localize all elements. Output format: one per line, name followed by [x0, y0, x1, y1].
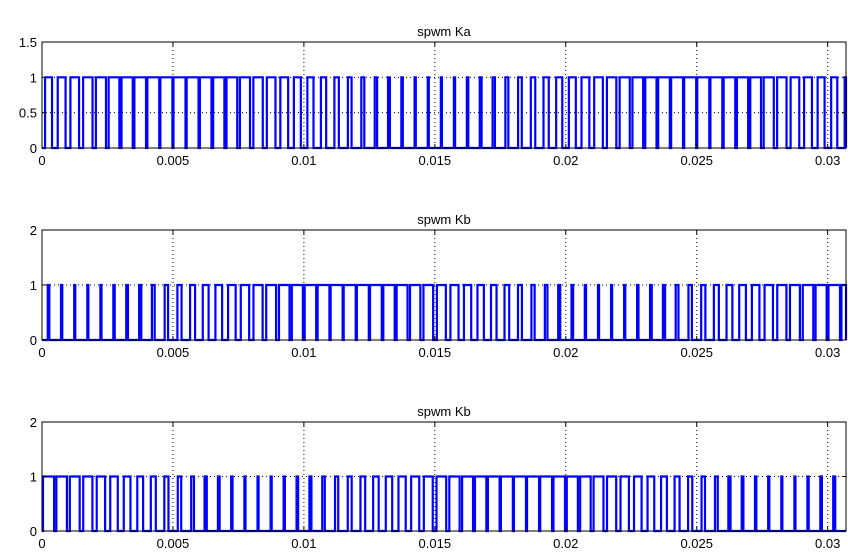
x-tick-label: 0	[38, 153, 45, 168]
y-tick-label: 1	[30, 278, 37, 293]
x-tick-label: 0.015	[419, 345, 452, 360]
x-tick-label: 0.02	[553, 536, 578, 551]
y-tick-label: 1	[30, 470, 37, 485]
x-tick-label: 0.01	[291, 153, 316, 168]
x-tick-label: 0.005	[157, 153, 190, 168]
chart-title: spwm Kb	[417, 404, 470, 419]
y-tick-label: 1.5	[19, 35, 37, 50]
x-tick-label: 0.03	[815, 345, 840, 360]
chart-title: spwm Kb	[417, 212, 470, 227]
y-tick-label: 0	[30, 333, 37, 348]
y-tick-label: 0	[30, 141, 37, 156]
axes-box	[41, 41, 847, 149]
y-tick-label: 2	[30, 223, 37, 238]
x-tick-label: 0.01	[291, 536, 316, 551]
y-tick-label: 0	[30, 524, 37, 539]
x-tick-label: 0.025	[680, 153, 713, 168]
x-tick-label: 0.03	[815, 153, 840, 168]
y-tick-label: 2	[30, 415, 37, 430]
x-tick-label: 0.02	[553, 345, 578, 360]
chart-title: spwm Ka	[417, 24, 471, 39]
x-tick-label: 0	[38, 345, 45, 360]
subplot-1: 0 0.005 0.01 0.015 0.02 0.025 0.03 0 0.5 1 1.5 spwm…	[19, 24, 848, 168]
x-tick-label: 0.01	[291, 345, 316, 360]
subplot-2: 0 0.005 0.01 0.015 0.02 0.025 0.03 0 1 2 spwm Kb	[30, 212, 848, 360]
x-tick-label: 0.005	[157, 536, 190, 551]
subplot-3: 0 0.005 0.01 0.015 0.02 0.025 0.03 0 1 2 spwm Kb	[30, 404, 847, 551]
x-tick-label: 0.025	[680, 345, 713, 360]
x-tick-label: 0.005	[157, 345, 190, 360]
x-tick-label: 0.015	[419, 153, 452, 168]
x-tick-label: 0.025	[680, 536, 713, 551]
x-tick-label: 0.02	[553, 153, 578, 168]
axes-frame	[41, 41, 847, 149]
x-tick-label: 0.03	[815, 536, 840, 551]
x-tick-label: 0	[38, 536, 45, 551]
y-tick-label: 0.5	[19, 106, 37, 121]
x-tick-label: 0.015	[419, 536, 452, 551]
y-tick-label: 1	[30, 70, 37, 85]
